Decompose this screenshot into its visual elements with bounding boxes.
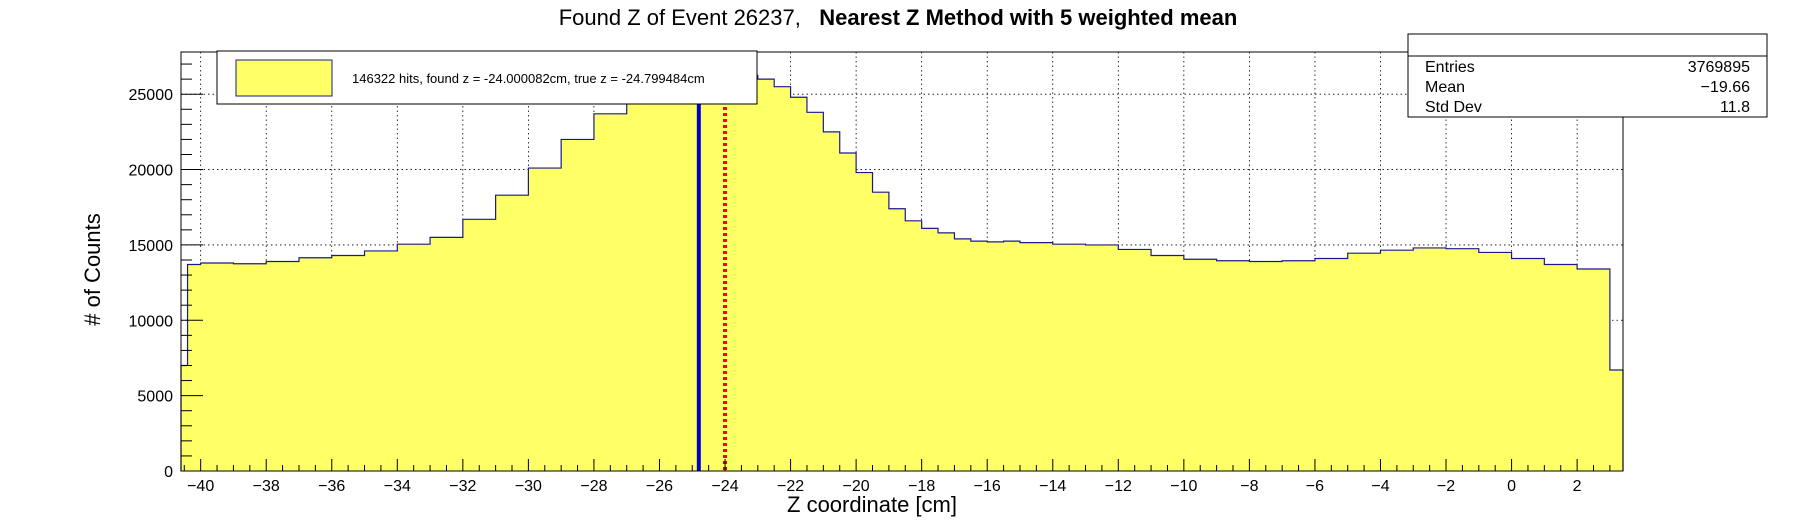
- x-tick-label: −24: [711, 478, 738, 495]
- x-tick-label: −38: [253, 478, 280, 495]
- x-tick-label: −2: [1437, 478, 1455, 495]
- histogram-outline: [180, 73, 1624, 471]
- chart-title: Found Z of Event 26237, Nearest Z Method…: [0, 5, 1796, 31]
- chart-title-prefix: Found Z of Event 26237,: [558, 5, 801, 30]
- x-tick-label: −16: [974, 478, 1001, 495]
- x-tick-label: 2: [1573, 478, 1582, 495]
- x-tick-label: 0: [1507, 478, 1516, 495]
- x-tick-label: −34: [384, 478, 411, 495]
- x-tick-label: −30: [515, 478, 542, 495]
- y-tick-label: 15000: [129, 238, 174, 255]
- x-tick-label: −32: [449, 478, 476, 495]
- x-tick-label: −22: [777, 478, 804, 495]
- y-tick-label: 10000: [129, 313, 174, 330]
- x-tick-label: −20: [843, 478, 870, 495]
- chart-title-method: Nearest Z Method with 5 weighted mean: [819, 5, 1238, 30]
- y-tick-label: 0: [164, 464, 173, 481]
- x-tick-label: −28: [580, 478, 607, 495]
- x-tick-label: −26: [646, 478, 673, 495]
- histogram-fill: [181, 73, 1623, 472]
- x-tick-label: −12: [1105, 478, 1132, 495]
- y-axis-label: # of Counts: [80, 213, 105, 326]
- stats-box: Entries 3769895 Mean −19.66 Std Dev 11.8: [1407, 33, 1768, 118]
- stats-frame: [1407, 33, 1768, 118]
- stats-stddev-value: 11.8: [1720, 99, 1750, 116]
- x-tick-label: −18: [908, 478, 935, 495]
- stats-stddev-label: Std Dev: [1425, 99, 1482, 116]
- y-tick-label: 5000: [137, 389, 173, 406]
- legend-swatch: [235, 59, 333, 97]
- x-tick-label: −6: [1306, 478, 1324, 495]
- plot-frame: [180, 51, 1624, 472]
- stats-entries-label: Entries: [1425, 59, 1475, 76]
- legend: 146322 hits, found z = -24.000082cm, tru…: [216, 50, 758, 105]
- x-tick-label: −10: [1170, 478, 1197, 495]
- stats-mean-value: −19.66: [1701, 79, 1750, 96]
- x-tick-label: −14: [1039, 478, 1066, 495]
- legend-entry: 146322 hits, found z = -24.000082cm, tru…: [352, 71, 705, 86]
- x-tick-label: −4: [1371, 478, 1389, 495]
- x-tick-label: −40: [187, 478, 214, 495]
- x-tick-label: −36: [318, 478, 345, 495]
- marker-lines: [696, 53, 728, 471]
- x-axis-label: Z coordinate [cm]: [787, 492, 957, 517]
- stats-mean-label: Mean: [1425, 79, 1465, 96]
- stats-entries-value: 3769895: [1688, 59, 1750, 76]
- axes: −40 −38 −36 −34 −32 −30 −28 −26 −24 −22 −20 −18 −16−…: [129, 63, 1611, 495]
- y-tick-label: 20000: [129, 163, 174, 180]
- x-tick-label: −8: [1240, 478, 1258, 495]
- y-tick-label: 25000: [129, 87, 174, 104]
